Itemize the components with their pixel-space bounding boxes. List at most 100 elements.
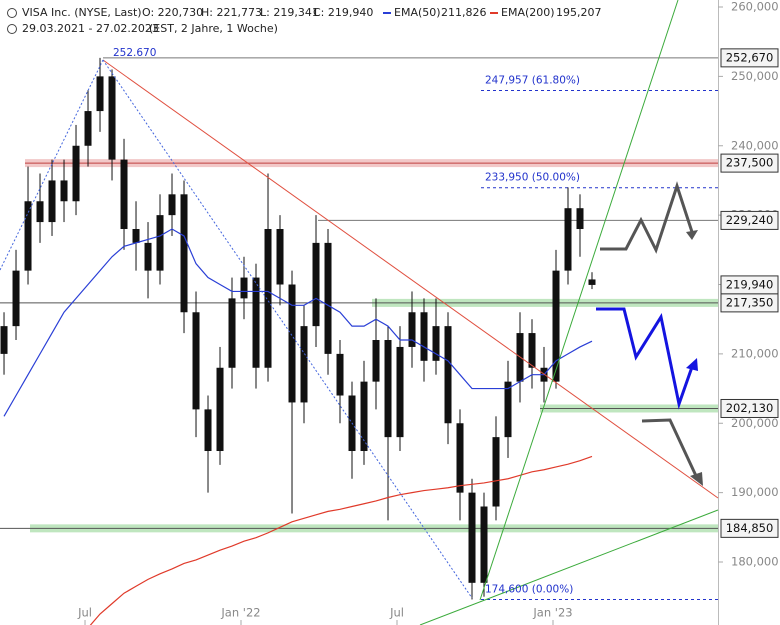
candle-body bbox=[96, 76, 104, 112]
period: 29.03.2021 - 27.02.2023 bbox=[22, 22, 159, 35]
candle-body bbox=[396, 346, 404, 438]
candle-body bbox=[276, 229, 284, 285]
candle-body bbox=[372, 340, 380, 382]
level-box bbox=[720, 48, 779, 68]
projection-arrow bbox=[596, 307, 694, 410]
legend-value: 195,207 bbox=[556, 6, 602, 19]
level-label: 229,240 bbox=[726, 213, 774, 227]
candle-body bbox=[408, 312, 416, 347]
candle-body bbox=[504, 381, 512, 438]
candle-body bbox=[84, 111, 92, 146]
fib-trend bbox=[0, 59, 104, 271]
peak-label: 252.670 bbox=[113, 47, 156, 59]
trend-line bbox=[479, 0, 679, 601]
candle-body bbox=[552, 270, 560, 382]
candle-body bbox=[300, 326, 308, 403]
level-box bbox=[720, 293, 779, 313]
candle-body bbox=[228, 298, 236, 368]
y-tick-label: 210,000 bbox=[731, 346, 779, 360]
candle-body bbox=[192, 312, 200, 410]
quote: L: 219,341 bbox=[260, 6, 319, 19]
x-tick-label: Jul bbox=[389, 606, 404, 620]
arrow-head bbox=[686, 230, 698, 240]
x-tick-label: Jan '23 bbox=[532, 606, 572, 620]
y-tick-label: 190,000 bbox=[731, 485, 779, 499]
level-label: 217,350 bbox=[726, 295, 774, 309]
candle-body bbox=[216, 367, 224, 452]
candle-body bbox=[48, 180, 56, 223]
candle-body bbox=[204, 409, 212, 452]
candle-body bbox=[336, 353, 344, 396]
legend-value: 211,826 bbox=[441, 6, 487, 19]
candle-body bbox=[120, 159, 128, 230]
candle-body bbox=[588, 279, 596, 285]
fib-label: 174,600 (0.00%) bbox=[485, 583, 573, 595]
candle-body bbox=[24, 201, 32, 271]
candle-body bbox=[132, 229, 140, 243]
projection-arrow bbox=[641, 418, 699, 479]
candle-body bbox=[264, 229, 272, 368]
candle-body bbox=[252, 277, 260, 368]
icon bbox=[7, 24, 17, 34]
level-box bbox=[720, 210, 779, 230]
plot bbox=[0, 57, 718, 625]
level-label: 252,670 bbox=[726, 50, 774, 64]
fib-trend bbox=[102, 59, 473, 599]
candle-body bbox=[180, 194, 188, 313]
y-tick-label: 240,000 bbox=[731, 138, 779, 152]
candle-body bbox=[420, 312, 428, 361]
projection-arrow bbox=[600, 181, 695, 254]
ema-line bbox=[89, 455, 593, 625]
y-tick-label: 200,000 bbox=[731, 416, 779, 430]
candle-body bbox=[0, 326, 8, 354]
candle-body bbox=[72, 145, 80, 202]
candle-body bbox=[564, 208, 572, 271]
arrow-head bbox=[690, 472, 703, 486]
candle-body bbox=[444, 326, 452, 424]
legend: EMA(50) 211,826 EMA(200) 195,207 bbox=[383, 6, 602, 19]
fib-label: 233,950 (50.00%) bbox=[485, 172, 580, 184]
candle-body bbox=[144, 242, 152, 271]
level-label: 219,940 bbox=[726, 277, 774, 291]
candle-body bbox=[324, 242, 332, 354]
level-box bbox=[720, 518, 779, 538]
quote: C: 219,940 bbox=[313, 6, 373, 19]
level-label: 237,500 bbox=[726, 156, 774, 170]
candle-body bbox=[240, 277, 248, 299]
y-tick-label: 260,000 bbox=[731, 0, 779, 14]
x-tick-label: Jan '22 bbox=[220, 606, 260, 620]
candle-body bbox=[60, 180, 68, 202]
candle-body bbox=[360, 381, 368, 452]
candle-body bbox=[492, 437, 500, 507]
arrow-head bbox=[686, 358, 698, 371]
legend-label: EMA(200) bbox=[501, 6, 555, 19]
candle-body bbox=[480, 506, 488, 583]
fib-label: 247,957 (61.80%) bbox=[485, 75, 580, 87]
quote: O: 220,730 bbox=[142, 6, 203, 19]
y-tick-label: 180,000 bbox=[731, 555, 779, 569]
candle-body bbox=[576, 208, 584, 230]
period-note: (EST, 2 Jahre, 1 Woche) bbox=[149, 22, 278, 35]
candle-body bbox=[12, 270, 20, 327]
candle-body bbox=[528, 333, 536, 368]
candle-body bbox=[468, 492, 476, 583]
candle-body bbox=[168, 194, 176, 216]
quote: H: 221,773 bbox=[201, 6, 262, 19]
candle-body bbox=[36, 201, 44, 223]
level-box bbox=[720, 398, 779, 418]
level-box bbox=[720, 153, 779, 173]
legend-label: EMA(50) bbox=[394, 6, 441, 19]
level-label: 184,850 bbox=[726, 521, 774, 535]
trend-line bbox=[419, 509, 719, 625]
candle-body bbox=[108, 76, 116, 160]
candle-body bbox=[288, 284, 296, 403]
title: VISA Inc. (NYSE, Last) bbox=[22, 6, 142, 19]
candle-body bbox=[456, 423, 464, 493]
level-label: 202,130 bbox=[726, 401, 774, 415]
x-tick-label: Jul bbox=[77, 606, 92, 620]
trend-line bbox=[102, 59, 719, 499]
icon bbox=[7, 8, 17, 18]
candle-body bbox=[156, 215, 164, 271]
